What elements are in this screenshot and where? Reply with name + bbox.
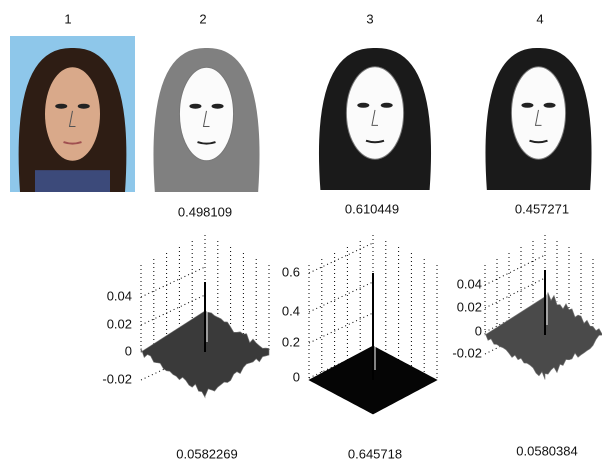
face [511, 67, 565, 159]
panel-label: 4 [536, 11, 543, 26]
peak-value: 0.645718 [348, 446, 402, 461]
tick-label: 0.04 [457, 276, 482, 291]
figure: 1 2 0.498109 0.04 0.02 0 -0.02 0.0582269 3 0.6104… [0, 0, 602, 464]
tick-label: 0.4 [282, 303, 300, 318]
face [346, 67, 403, 159]
tick-line [309, 282, 373, 312]
eye [357, 103, 369, 108]
surface-plot: 0.6 0.4 0.2 0 [282, 235, 437, 414]
eye [381, 103, 393, 108]
tick-label: -0.02 [102, 371, 132, 386]
face-image [145, 36, 268, 192]
eye [521, 103, 533, 108]
panel-label: 3 [366, 11, 373, 26]
eye [544, 103, 556, 108]
tick-label: 0.02 [457, 299, 482, 314]
peak-value: 0.0582269 [176, 446, 237, 461]
tick-line [309, 243, 373, 273]
tick-label: -0.02 [452, 345, 482, 360]
face [179, 67, 233, 161]
eye [212, 104, 224, 109]
surface-plot: 0.04 0.02 0 -0.02 [102, 235, 269, 397]
face-image [10, 36, 135, 192]
face-image [310, 36, 440, 190]
shirt [35, 170, 110, 192]
tick-label: 0.2 [282, 334, 300, 349]
eye [55, 104, 67, 109]
face-image [477, 36, 600, 190]
tick-label: 0.6 [282, 264, 300, 279]
face [45, 67, 100, 161]
tick-line [485, 255, 545, 285]
tick-label: 0 [475, 323, 482, 338]
score: 0.457271 [515, 201, 569, 216]
eye [189, 104, 201, 109]
tick-label: 0 [293, 369, 300, 384]
surface [485, 293, 602, 380]
tick-line [141, 267, 205, 297]
surface-plot: 0.04 0.02 0 -0.02 [452, 235, 602, 380]
panel-label: 1 [64, 11, 71, 26]
tick-line [309, 313, 373, 343]
eye [78, 104, 90, 109]
tick-label: 0 [125, 343, 132, 358]
score: 0.610449 [345, 201, 399, 216]
score: 0.498109 [178, 204, 232, 219]
tick-label: 0.02 [107, 316, 132, 331]
tick-label: 0.04 [107, 288, 132, 303]
peak-value: 0.0580384 [516, 443, 577, 458]
panel-label: 2 [199, 11, 206, 26]
